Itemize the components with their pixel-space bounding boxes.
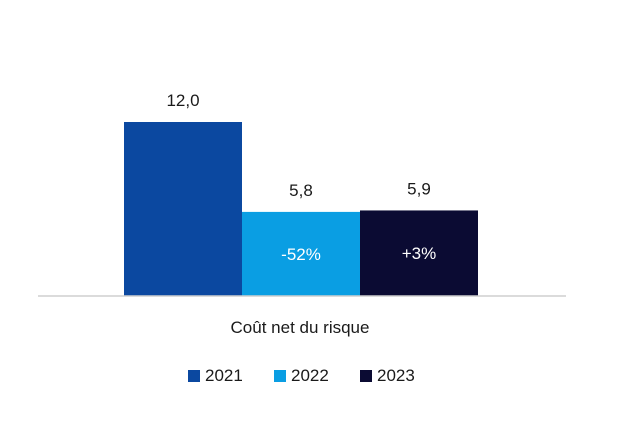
- change-label-2023: +3%: [402, 244, 437, 263]
- value-label-2021: 12,0: [166, 91, 199, 110]
- legend: 2021 2022 2023: [188, 366, 415, 385]
- legend-label-2023: 2023: [377, 366, 415, 385]
- change-label-2022: -52%: [281, 245, 321, 264]
- value-label-2023: 5,9: [407, 179, 431, 198]
- bar-2022: [242, 211, 360, 296]
- legend-swatch-2022: [274, 370, 286, 382]
- legend-swatch-2021: [188, 370, 200, 382]
- legend-swatch-2023: [360, 370, 372, 382]
- bar-2023: [360, 210, 478, 296]
- legend-label-2022: 2022: [291, 366, 329, 385]
- category-label: Coût net du risque: [231, 318, 370, 337]
- bars-group: 12,0 5,8 -52% 5,9 +3%: [124, 91, 478, 296]
- value-label-2022: 5,8: [289, 181, 313, 200]
- legend-label-2021: 2021: [205, 366, 243, 385]
- bar-2021: [124, 122, 242, 296]
